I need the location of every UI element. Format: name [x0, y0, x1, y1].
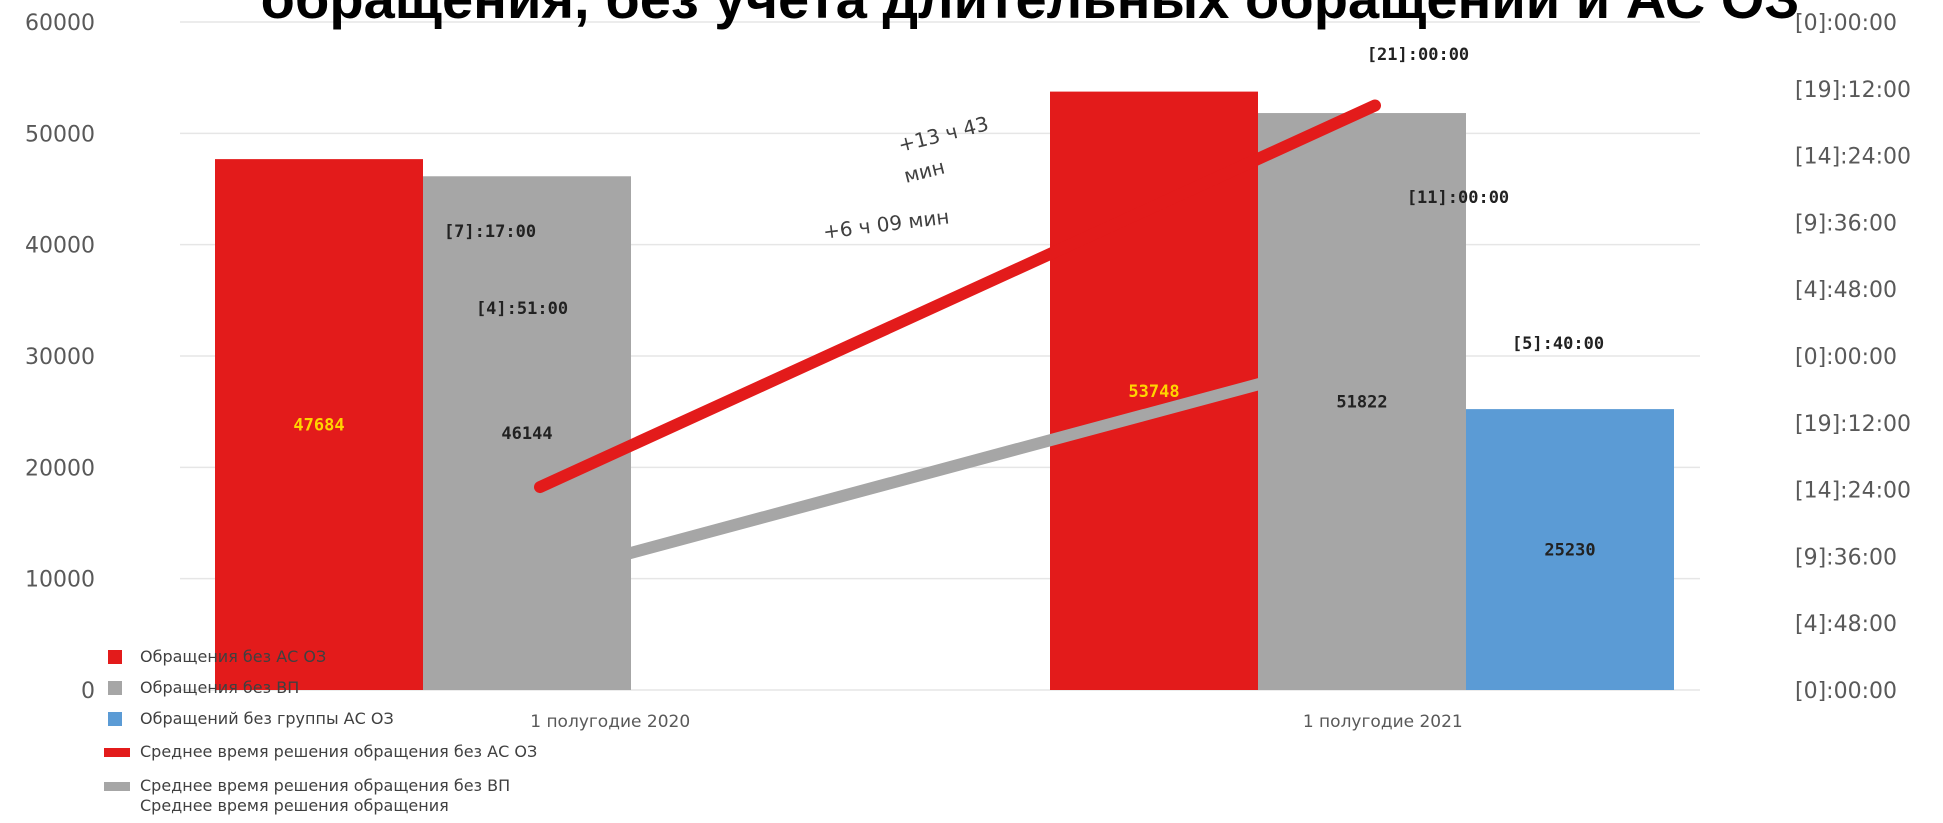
legend-swatch [108, 681, 122, 695]
y2-tick-label: [14]:24:00 [1795, 145, 1911, 170]
category-label: 1 полугодие 2021 [1303, 712, 1463, 732]
bar-data-label: 51822 [1336, 393, 1387, 413]
annotation-gray-delta: +6 ч 09 мин [822, 204, 951, 243]
legend-entry: Обращений без группы АС ОЗ [140, 709, 394, 728]
legend-entry: Среднее время решения обращения без АС О… [140, 742, 537, 761]
bar-data-label: 47684 [293, 416, 344, 436]
y-tick-label: 20000 [25, 456, 95, 481]
y2-tick-label: [0]:00:00 [1795, 345, 1897, 370]
line-data-label: [4]:51:00 [476, 299, 568, 319]
annotation-red-delta: +13 ч 43 [896, 111, 991, 157]
y2-tick-label: [19]:12:00 [1795, 78, 1911, 103]
y2-tick-label: [0]:00:00 [1795, 11, 1897, 36]
line-data-label: [21]:00:00 [1367, 45, 1469, 65]
bar-data-label: 53748 [1128, 382, 1179, 402]
legend-swatch [108, 712, 122, 726]
y2-tick-label: [14]:24:00 [1795, 479, 1911, 504]
y2-tick-label: [9]:36:00 [1795, 211, 1897, 236]
line-data-label: [11]:00:00 [1407, 188, 1509, 208]
annotation-red-delta-unit: мин [901, 155, 947, 188]
y2-tick-label: [4]:48:00 [1795, 612, 1897, 637]
y-tick-label: 60000 [25, 11, 95, 36]
legend-line-swatch [104, 748, 130, 757]
y2-tick-label: [0]:00:00 [1795, 679, 1897, 704]
bar [423, 176, 631, 690]
y2-tick-label: [4]:48:00 [1795, 278, 1897, 303]
y-tick-label: 0 [81, 679, 95, 704]
series-line [619, 377, 1266, 561]
y2-tick-label: [9]:36:00 [1795, 545, 1897, 570]
bar [215, 159, 423, 690]
legend-entry: Среднее время решения обращения [140, 796, 449, 815]
y-tick-label: 40000 [25, 234, 95, 259]
average-time-label: [5]:40:00 [1512, 334, 1604, 354]
legend-line-swatch [104, 782, 130, 791]
legend-entry: Обращения без ВП [140, 678, 299, 697]
chart-title: обращения, без учета длительных обращени… [261, 0, 1800, 30]
bar-data-label: 46144 [501, 424, 552, 444]
y-tick-label: 10000 [25, 568, 95, 593]
category-label: 1 полугодие 2020 [530, 712, 690, 732]
bar-data-label: 25230 [1544, 541, 1595, 561]
y2-tick-label: [19]:12:00 [1795, 412, 1911, 437]
bar [1466, 409, 1674, 690]
legend-swatch [108, 650, 122, 664]
y-tick-label: 50000 [25, 122, 95, 147]
bar [1258, 113, 1466, 690]
y-tick-label: 30000 [25, 345, 95, 370]
legend-entry: Среднее время решения обращения без ВП [140, 776, 510, 795]
line-data-label: [7]:17:00 [444, 222, 536, 242]
legend-entry: Обращения без АС ОЗ [140, 647, 326, 666]
series-line [534, 99, 1381, 494]
